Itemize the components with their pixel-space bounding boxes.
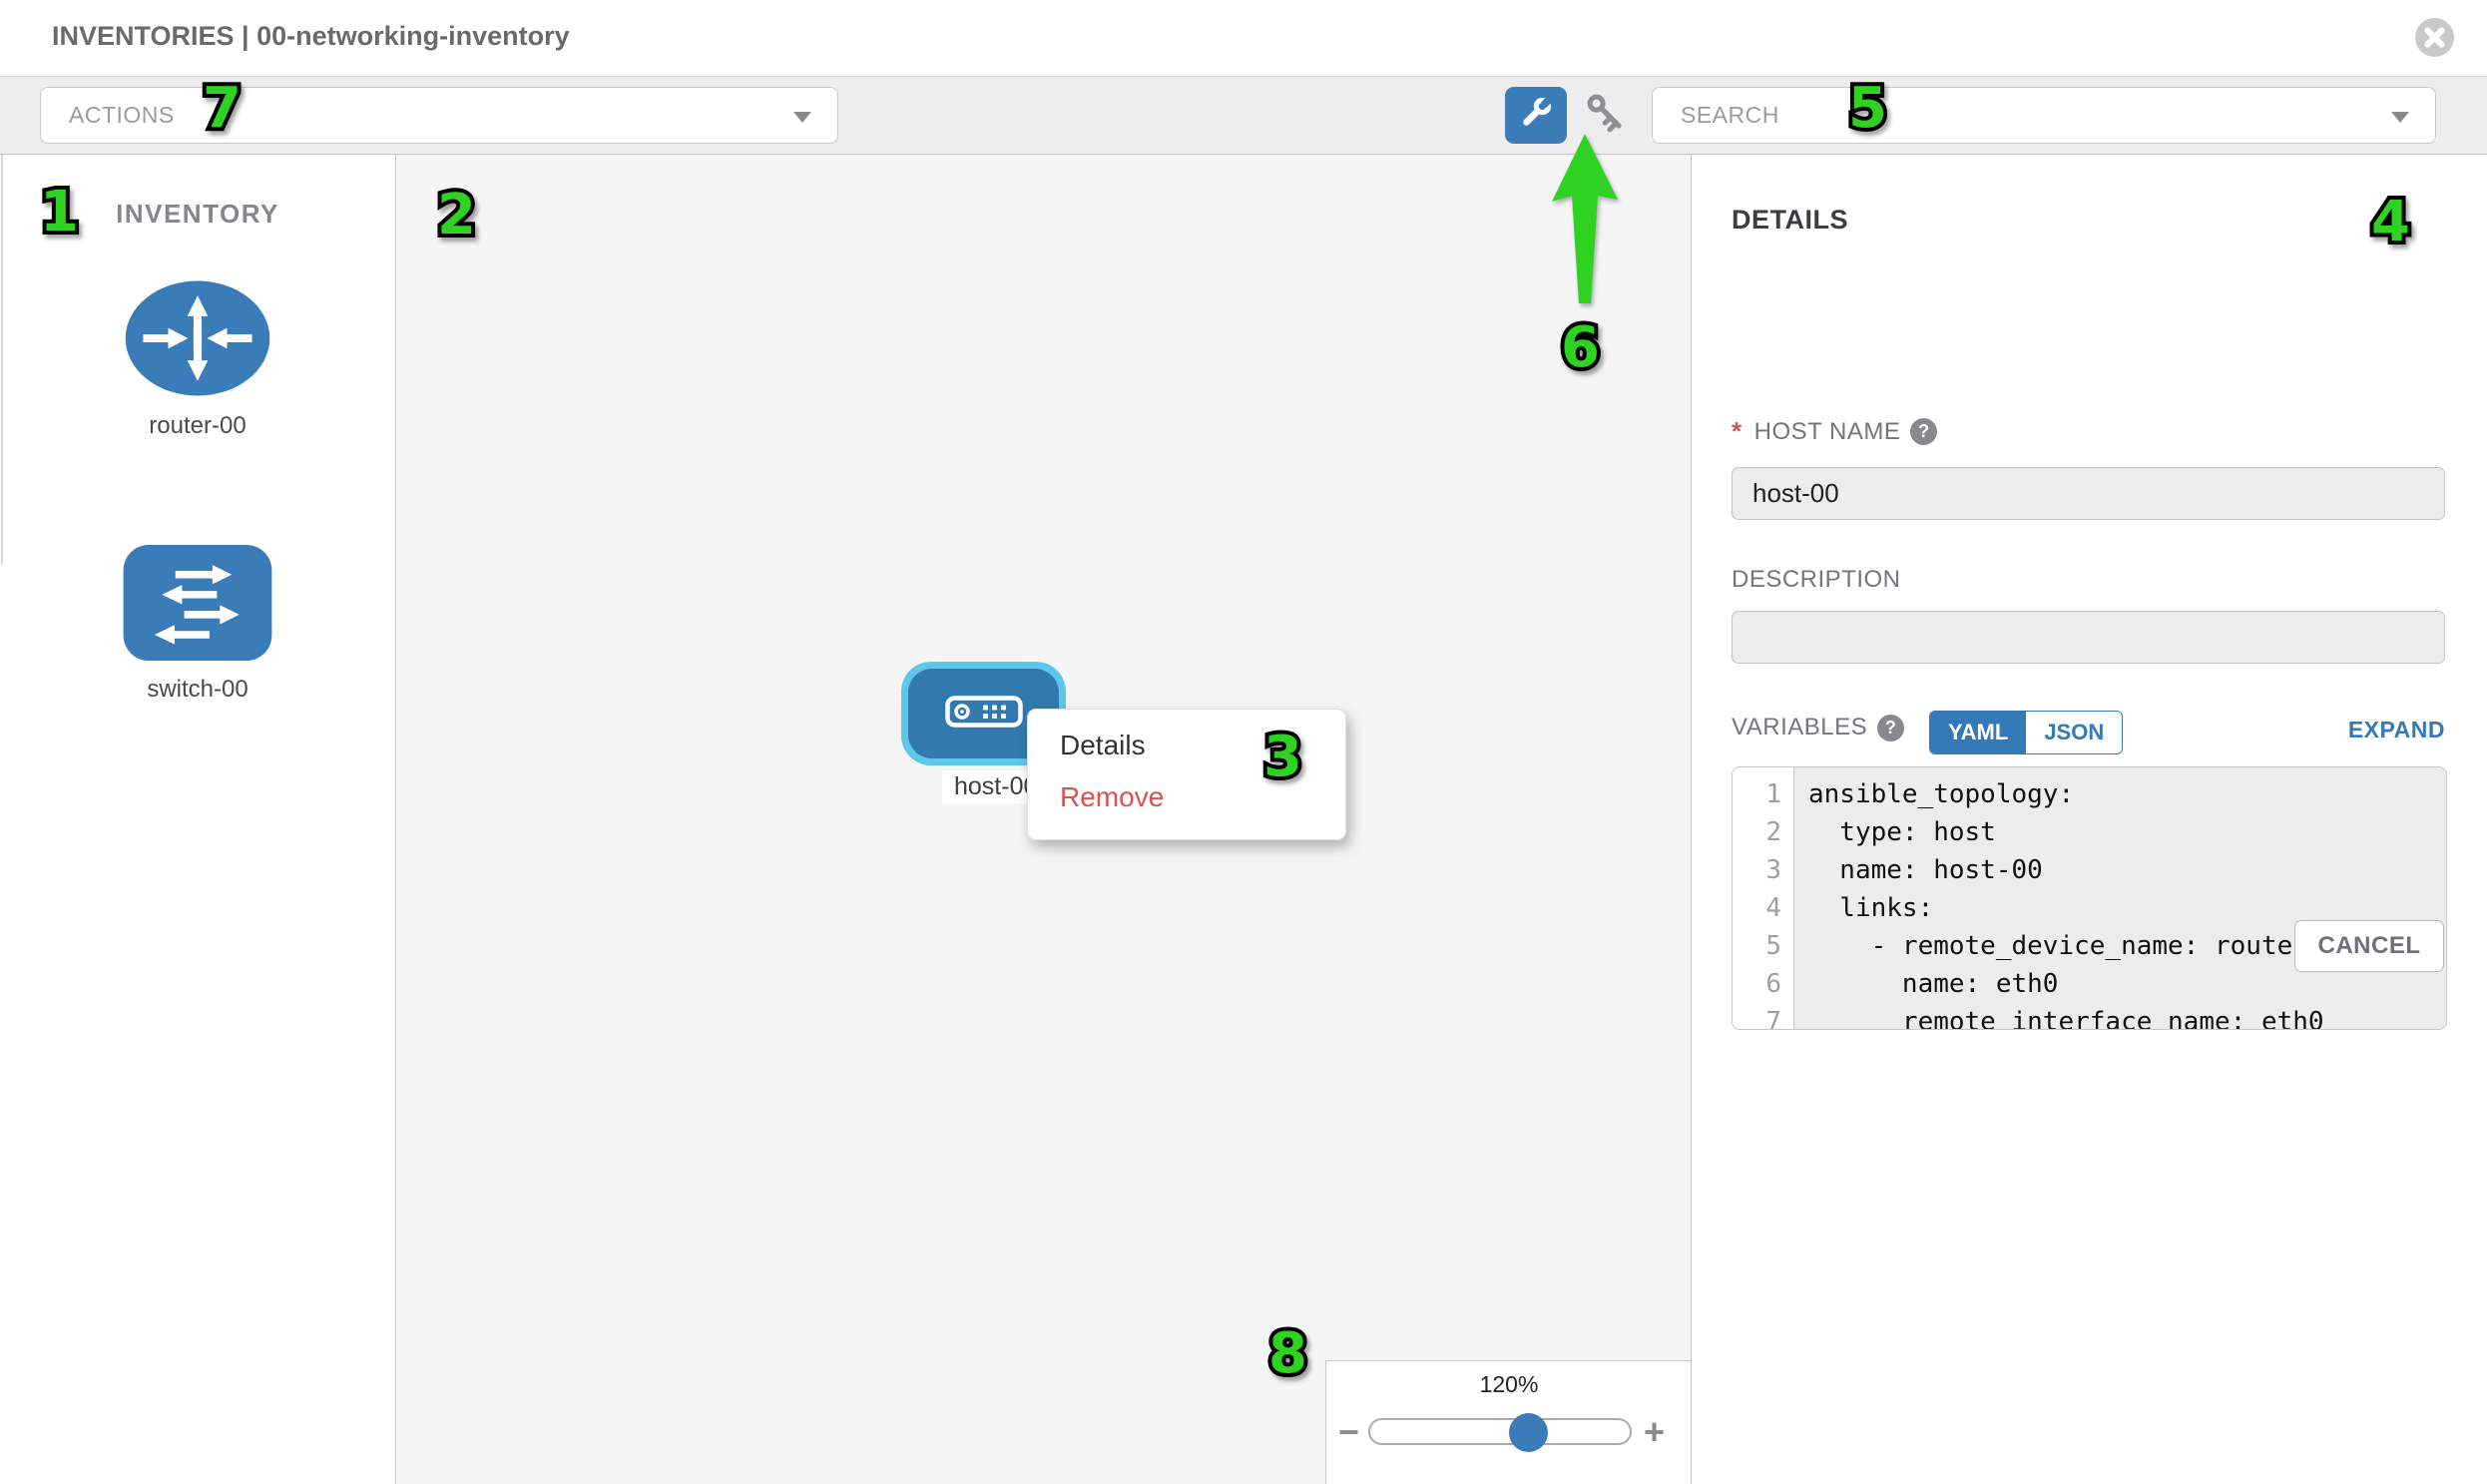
- sidebar-item-label: switch-00: [147, 676, 249, 703]
- sidebar-scroll-track: [1, 155, 3, 564]
- context-menu: Details Remove: [1027, 709, 1346, 840]
- sidebar-item-router-00[interactable]: router-00: [0, 279, 395, 440]
- zoom-slider-row: − +: [1326, 1409, 1691, 1453]
- zoom-slider-thumb[interactable]: [1509, 1413, 1548, 1452]
- line-number: 7: [1765, 1007, 1781, 1030]
- context-menu-item-details[interactable]: Details: [1060, 730, 1146, 760]
- details-header: DETAILS: [1732, 205, 1848, 235]
- code-line: ansible_topology:: [1808, 779, 2075, 809]
- titlebar: INVENTORIES | 00-networking-inventory: [0, 0, 2487, 76]
- description-label: DESCRIPTION: [1732, 566, 1901, 593]
- chevron-down-icon: [2391, 111, 2409, 123]
- host-name-input[interactable]: [1732, 467, 2445, 520]
- editor-code[interactable]: ansible_topology: type: host name: host-…: [1794, 767, 2446, 1029]
- zoom-in-button[interactable]: +: [1644, 1411, 1666, 1452]
- chevron-down-icon: [793, 111, 811, 123]
- zoom-slider-track[interactable]: [1368, 1413, 1632, 1452]
- zoom-level-label: 120%: [1479, 1371, 1539, 1397]
- inventory-header: INVENTORY: [116, 199, 279, 229]
- cancel-button[interactable]: CANCEL: [2294, 920, 2444, 972]
- zoom-widget: 120% − +: [1325, 1360, 1691, 1484]
- variables-label: VARIABLES: [1732, 714, 1868, 741]
- key-icon: [1581, 88, 1631, 143]
- actions-dropdown-label: ACTIONS: [69, 102, 175, 128]
- line-number: 5: [1765, 931, 1781, 961]
- code-line: type: host: [1808, 817, 1996, 847]
- toolbar: ACTIONS: [0, 76, 2487, 155]
- help-icon[interactable]: [1910, 418, 1938, 445]
- line-number: 4: [1765, 893, 1781, 923]
- page-title: INVENTORIES | 00-networking-inventory: [52, 21, 570, 51]
- toggle-json[interactable]: JSON: [2026, 712, 2123, 753]
- description-input[interactable]: [1732, 611, 2445, 664]
- search-dropdown[interactable]: SEARCH: [1652, 87, 2436, 144]
- description-label-row: DESCRIPTION: [1732, 566, 1901, 594]
- sidebar-item-label: router-00: [149, 412, 247, 439]
- host-icon: [944, 695, 1023, 733]
- help-icon[interactable]: [1877, 714, 1905, 742]
- tools-button[interactable]: [1505, 87, 1567, 144]
- line-number: 2: [1765, 817, 1781, 847]
- close-icon[interactable]: [2415, 18, 2454, 57]
- editor-gutter: 1 2 3 4 5 6 7: [1733, 767, 1794, 1029]
- variables-format-toggle: YAML JSON: [1929, 711, 2124, 754]
- line-number: 1: [1765, 779, 1781, 809]
- details-panel: DETAILS * HOST NAME DESCRIPTION VARIABLE…: [1693, 155, 2487, 1484]
- actions-dropdown[interactable]: ACTIONS: [40, 87, 838, 144]
- toggle-yaml[interactable]: YAML: [1930, 712, 2027, 753]
- code-line: name: host-00: [1808, 855, 2043, 885]
- router-icon: [0, 279, 395, 402]
- wrench-icon: [1515, 92, 1557, 139]
- variables-code-editor[interactable]: 1 2 3 4 5 6 7 ansible_topology: type: ho…: [1732, 766, 2447, 1030]
- required-asterisk: *: [1732, 416, 1742, 446]
- context-menu-item-remove[interactable]: Remove: [1060, 781, 1165, 812]
- sidebar-item-switch-00[interactable]: switch-00: [0, 545, 395, 704]
- host-name-label-row: * HOST NAME: [1732, 416, 1938, 447]
- variables-label-row: VARIABLES: [1732, 714, 1905, 742]
- search-dropdown-label: SEARCH: [1681, 102, 1779, 128]
- line-number: 3: [1765, 855, 1781, 885]
- topology-canvas[interactable]: host-00 Details Remove 120% − +: [397, 155, 1692, 1484]
- zoom-out-button[interactable]: −: [1338, 1411, 1360, 1452]
- switch-icon: [0, 545, 395, 666]
- code-line: name: eth0: [1808, 969, 2059, 999]
- key-button[interactable]: [1580, 89, 1632, 141]
- code-line: remote_interface_name: eth0: [1808, 1007, 2324, 1030]
- line-number: 6: [1765, 969, 1781, 999]
- code-line: links:: [1808, 893, 1934, 923]
- expand-link[interactable]: EXPAND: [2347, 717, 2445, 742]
- inventory-sidebar: INVENTORY router-00: [0, 155, 396, 1484]
- host-name-label: HOST NAME: [1753, 417, 1901, 445]
- variables-row: VARIABLES YAML JSON EXPAND: [1732, 711, 2445, 757]
